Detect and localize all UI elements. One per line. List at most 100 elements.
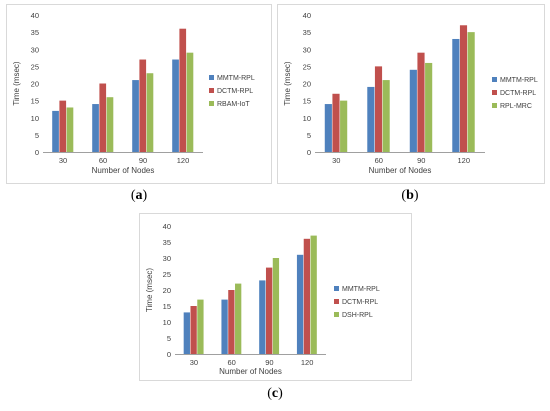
y-tick-label: 0: [35, 148, 39, 157]
bar-dctm-rpl-120: [179, 28, 187, 153]
bar-mmtm-rpl-90: [409, 69, 417, 152]
bar-dsh-rpl-120: [310, 235, 317, 354]
chart-panel-a: 0 5 10 15 20 25 30 35 40 Time (msec) 30 60 90 120 Numb…: [6, 4, 272, 184]
caption-a-close: ): [142, 188, 148, 203]
bar-rpl-mrc-90: [425, 62, 433, 153]
y-tick-label: 35: [303, 28, 311, 37]
bar-dsh-rpl-60: [235, 283, 242, 354]
bar-dsh-rpl-90: [272, 258, 280, 354]
y-axis-title: Time (msec): [145, 268, 154, 312]
y-tick-label: 25: [31, 62, 39, 71]
x-axis-title: Number of Nodes: [369, 166, 432, 175]
y-tick-label: 5: [35, 131, 39, 140]
bar-dctm-rpl-30: [190, 306, 197, 354]
legend-swatch: [334, 286, 339, 291]
x-tick-label: 30: [332, 156, 340, 165]
caption-a-letter: a: [135, 188, 143, 203]
y-tick-label: 0: [307, 148, 311, 157]
y-tick-label: 30: [163, 254, 171, 263]
bar-mmtm-rpl-120: [296, 254, 304, 354]
x-axis-title: Number of Nodes: [92, 166, 155, 175]
legend-swatch: [209, 88, 214, 93]
bar-dsh-rpl-30: [197, 299, 204, 354]
legend-label: MMTM-RPL: [342, 286, 380, 293]
y-axis-title: Time (msec): [283, 61, 292, 105]
bar-dctm-rpl-120: [459, 25, 468, 152]
y-tick-label: 25: [163, 270, 171, 279]
bar-rpl-mrc-30: [340, 100, 348, 152]
y-tick-label: 20: [31, 80, 39, 89]
x-axis-title: Number of Nodes: [219, 367, 282, 376]
legend-label: DCTM-RPL: [500, 90, 536, 97]
y-tick-label: 40: [163, 222, 171, 231]
x-tick-label: 90: [265, 358, 273, 367]
y-tick-label: 30: [31, 45, 39, 54]
x-tick-label: 90: [139, 156, 147, 165]
y-tick-label: 40: [31, 11, 39, 20]
bar-rbam-iot-30: [66, 107, 74, 152]
bar-rbam-iot-90: [146, 73, 154, 152]
legend-label: RBAM-IoT: [217, 101, 250, 108]
y-tick-label: 10: [31, 114, 39, 123]
legend-swatch: [492, 103, 497, 108]
legend-label: MMTM-RPL: [500, 77, 538, 84]
y-tick-label: 20: [163, 286, 171, 295]
bar-mmtm-rpl-90: [259, 280, 266, 354]
bar-dctm-rpl-90: [417, 52, 425, 152]
y-tick-label: 40: [303, 11, 311, 20]
x-tick-label: 60: [227, 358, 235, 367]
bar-mmtm-rpl-120: [172, 59, 179, 152]
y-tick-label: 30: [303, 45, 311, 54]
y-tick-label: 5: [307, 131, 311, 140]
legend-swatch: [492, 77, 497, 82]
bar-dctm-rpl-120: [303, 238, 311, 354]
caption-b: (b): [390, 188, 430, 204]
y-tick-label: 35: [163, 238, 171, 247]
x-tick-label: 30: [190, 358, 198, 367]
y-tick-label: 15: [303, 97, 311, 106]
bar-dctm-rpl-30: [332, 93, 340, 152]
caption-c-letter: c: [271, 386, 279, 401]
bar-dctm-rpl-60: [374, 66, 383, 152]
legend-label: DCTM-RPL: [217, 88, 253, 95]
bar-mmtm-rpl-30: [324, 104, 332, 152]
caption-c-open: (: [267, 386, 272, 401]
bar-mmtm-rpl-30: [183, 312, 190, 354]
chart-a-svg: 0 5 10 15 20 25 30 35 40 Time (msec) 30 60 90 120 Numb…: [12, 11, 255, 175]
bar-mmtm-rpl-120: [452, 38, 460, 152]
bar-mmtm-rpl-60: [221, 299, 228, 354]
caption-b-close: ): [413, 188, 419, 203]
legend-swatch: [209, 101, 214, 106]
chart-panel-b: 0 5 10 15 20 25 30 35 40 Time (msec) 30 60 90 120 Numb…: [277, 4, 545, 184]
legend-swatch: [334, 312, 339, 317]
caption-a-open: (: [130, 188, 136, 203]
y-tick-label: 25: [303, 62, 311, 71]
legend-swatch: [334, 299, 339, 304]
bar-dctm-rpl-90: [265, 267, 273, 354]
legend-label: RPL-MRC: [500, 103, 532, 110]
bar-rpl-mrc-120: [467, 32, 475, 152]
y-tick-label: 15: [31, 97, 39, 106]
y-tick-label: 20: [303, 80, 311, 89]
x-tick-label: 120: [301, 358, 314, 367]
x-tick-label: 120: [177, 156, 190, 165]
bar-dctm-rpl-60: [99, 83, 107, 152]
bar-dctm-rpl-60: [228, 290, 235, 354]
y-tick-label: 10: [303, 114, 311, 123]
caption-c: (c): [255, 386, 295, 402]
bar-mmtm-rpl-60: [92, 104, 99, 152]
bar-rbam-iot-60: [106, 97, 114, 152]
bar-rbam-iot-120: [186, 52, 194, 152]
x-tick-label: 60: [99, 156, 107, 165]
bar-mmtm-rpl-60: [367, 86, 375, 152]
chart-panel-c: 0 5 10 15 20 25 30 35 40 Time (msec) 30 60 90 120 Numb…: [139, 213, 412, 381]
legend-label: DSH-RPL: [342, 312, 373, 319]
x-tick-label: 120: [457, 156, 470, 165]
legend-swatch: [492, 90, 497, 95]
caption-b-letter: b: [406, 188, 414, 203]
x-tick-label: 30: [59, 156, 67, 165]
chart-b-svg: 0 5 10 15 20 25 30 35 40 Time (msec) 30 60 90 120 Numb…: [283, 11, 538, 175]
chart-c-svg: 0 5 10 15 20 25 30 35 40 Time (msec) 30 60 90 120 Numb…: [145, 222, 380, 376]
bar-rpl-mrc-60: [382, 80, 390, 152]
y-tick-label: 35: [31, 28, 39, 37]
